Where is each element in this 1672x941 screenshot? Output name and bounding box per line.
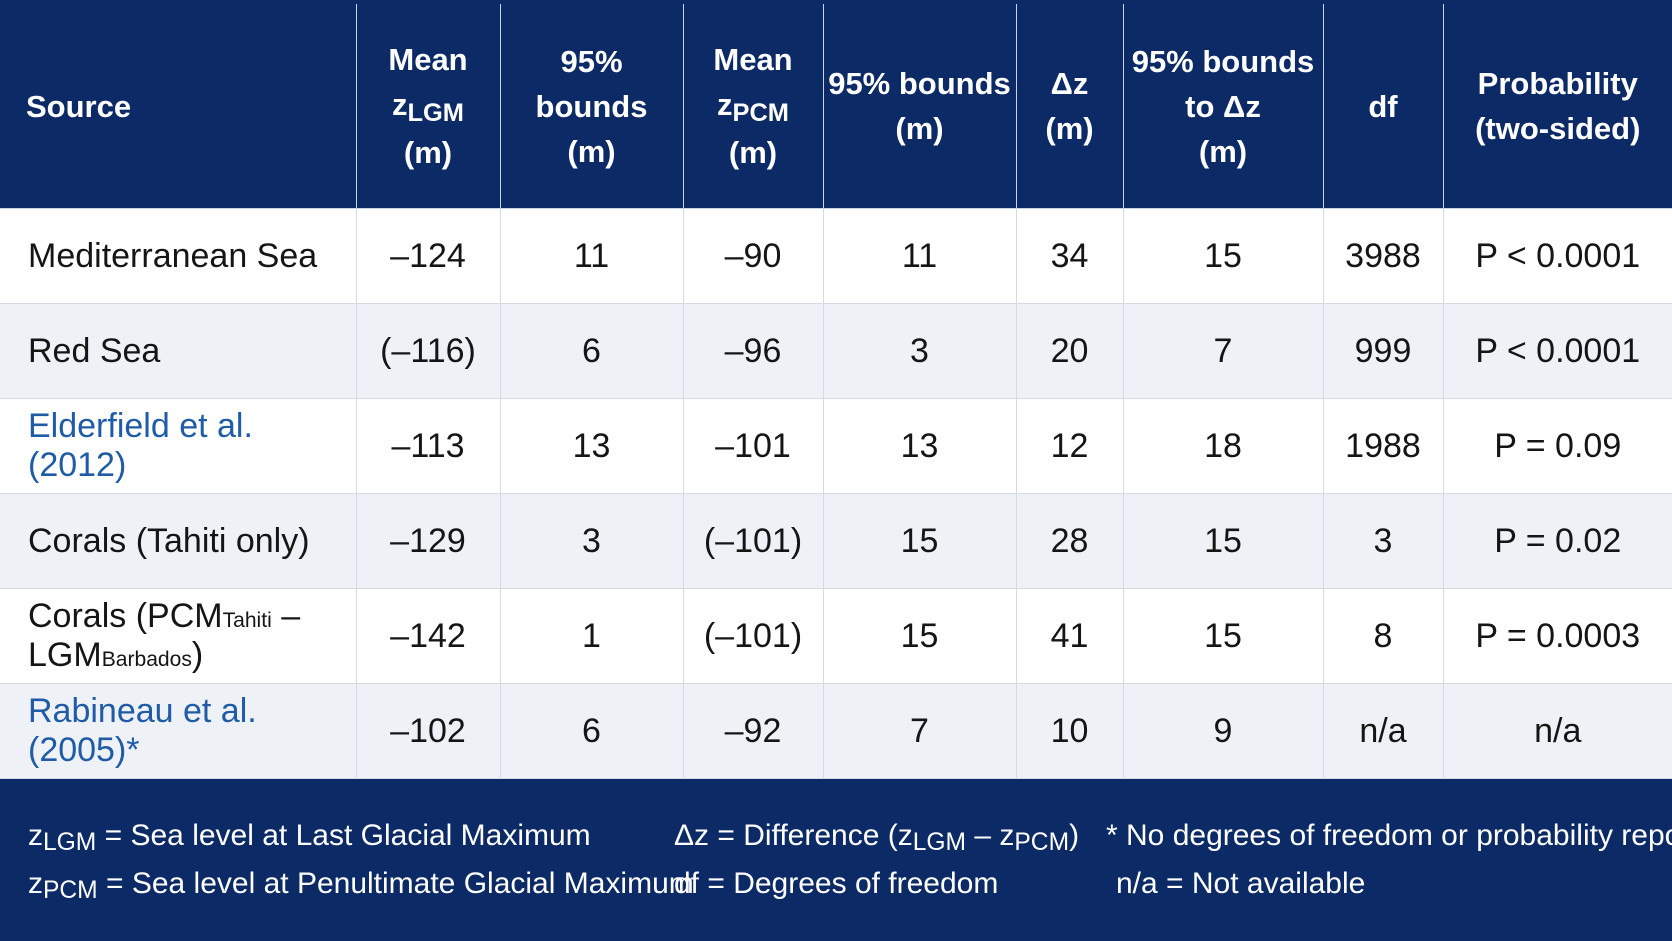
cell-df: n/a <box>1322 683 1444 779</box>
header-dz: Δz (m) <box>1015 4 1124 209</box>
header-bounds-lgm: 95% bounds (m) <box>499 4 684 209</box>
cell-dz: 34 <box>1015 208 1124 304</box>
cell-bounds-pcm: 15 <box>822 493 1017 589</box>
cell-probability: n/a <box>1442 683 1672 779</box>
header-mean-lgm: Mean zLGM (m) <box>355 4 501 209</box>
header-row: Source Mean zLGM (m) 95% bounds (m) Mean … <box>0 4 1672 209</box>
cell-probability: P = 0.0003 <box>1442 588 1672 684</box>
cell-z-lgm: –142 <box>355 588 501 684</box>
cell-bounds-dz: 18 <box>1122 398 1324 494</box>
cell-probability: P < 0.0001 <box>1442 303 1672 399</box>
source-link-rabineau[interactable]: Rabineau et al. (2005)* <box>0 683 357 779</box>
legend-df: df = Degrees of freedom <box>674 867 999 900</box>
cell-z-lgm: –102 <box>355 683 501 779</box>
cell-probability: P = 0.09 <box>1442 398 1672 494</box>
source-link-elderfield[interactable]: Elderfield et al. (2012) <box>0 398 357 494</box>
cell-z-pcm: –96 <box>682 303 824 399</box>
sea-level-table: Source Mean zLGM (m) 95% bounds (m) Mean … <box>0 4 1672 779</box>
table-legend: zLGM = Sea level at Last Glacial Maximum… <box>0 795 1672 941</box>
cell-z-lgm: –129 <box>355 493 501 589</box>
cell-df: 1988 <box>1322 398 1444 494</box>
header-df: df <box>1322 4 1444 209</box>
table-row: Elderfield et al. (2012) –113 13 –101 13… <box>0 398 1672 494</box>
table-row: Rabineau et al. (2005)* –102 6 –92 7 10 … <box>0 683 1672 779</box>
cell-dz: 28 <box>1015 493 1124 589</box>
cell-z-lgm: (–116) <box>355 303 501 399</box>
cell-bounds-dz: 15 <box>1122 588 1324 684</box>
cell-probability: P < 0.0001 <box>1442 208 1672 304</box>
table-row: Corals (Tahiti only) –129 3 (–101) 15 28… <box>0 493 1672 589</box>
table-row: Red Sea (–116) 6 –96 3 20 7 999 P < 0.00… <box>0 303 1672 399</box>
cell-probability: P = 0.02 <box>1442 493 1672 589</box>
table-row: Corals (PCMTahiti – LGMBarbados) –142 1 … <box>0 588 1672 684</box>
cell-df: 8 <box>1322 588 1444 684</box>
cell-df: 3 <box>1322 493 1444 589</box>
cell-dz: 41 <box>1015 588 1124 684</box>
legend-zlgm: zLGM = Sea level at Last Glacial Maximum <box>28 819 591 856</box>
cell-source: Red Sea <box>0 303 357 399</box>
cell-z-pcm: (–101) <box>682 588 824 684</box>
cell-bounds-dz: 9 <box>1122 683 1324 779</box>
table-row: Mediterranean Sea –124 11 –90 11 34 15 3… <box>0 208 1672 304</box>
cell-source: Corals (Tahiti only) <box>0 493 357 589</box>
cell-dz: 10 <box>1015 683 1124 779</box>
cell-source: Corals (PCMTahiti – LGMBarbados) <box>0 588 357 684</box>
cell-source: Mediterranean Sea <box>0 208 357 304</box>
cell-bounds-pcm: 11 <box>822 208 1017 304</box>
cell-bounds-dz: 7 <box>1122 303 1324 399</box>
cell-bounds-lgm: 3 <box>499 493 684 589</box>
cell-z-lgm: –124 <box>355 208 501 304</box>
header-bounds-pcm: 95% bounds (m) <box>822 4 1017 209</box>
cell-z-pcm: –101 <box>682 398 824 494</box>
cell-z-pcm: –92 <box>682 683 824 779</box>
cell-bounds-lgm: 13 <box>499 398 684 494</box>
cell-dz: 20 <box>1015 303 1124 399</box>
cell-bounds-pcm: 13 <box>822 398 1017 494</box>
cell-bounds-lgm: 1 <box>499 588 684 684</box>
cell-z-pcm: (–101) <box>682 493 824 589</box>
header-bounds-dz: 95% bounds to Δz (m) <box>1122 4 1324 209</box>
cell-bounds-lgm: 6 <box>499 303 684 399</box>
cell-bounds-dz: 15 <box>1122 493 1324 589</box>
cell-bounds-pcm: 7 <box>822 683 1017 779</box>
cell-bounds-pcm: 15 <box>822 588 1017 684</box>
cell-bounds-lgm: 6 <box>499 683 684 779</box>
header-source: Source <box>0 4 357 209</box>
cell-z-pcm: –90 <box>682 208 824 304</box>
cell-bounds-pcm: 3 <box>822 303 1017 399</box>
header-mean-pcm: Mean zPCM (m) <box>682 4 824 209</box>
cell-df: 999 <box>1322 303 1444 399</box>
cell-bounds-lgm: 11 <box>499 208 684 304</box>
legend-na: n/a = Not available <box>1116 867 1366 900</box>
cell-df: 3988 <box>1322 208 1444 304</box>
cell-dz: 12 <box>1015 398 1124 494</box>
cell-z-lgm: –113 <box>355 398 501 494</box>
header-probability: Probability (two-sided) <box>1442 4 1672 209</box>
legend-asterisk-note: * No degrees of freedom or probability r… <box>1106 819 1672 852</box>
cell-bounds-dz: 15 <box>1122 208 1324 304</box>
legend-zpcm: zPCM = Sea level at Penultimate Glacial … <box>28 867 694 904</box>
legend-dz: Δz = Difference (zLGM – zPCM) <box>674 819 1080 856</box>
